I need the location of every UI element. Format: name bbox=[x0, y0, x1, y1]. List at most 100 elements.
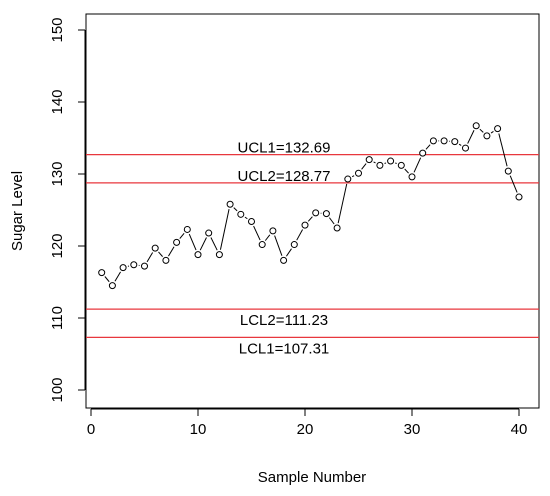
data-point bbox=[344, 175, 352, 183]
data-point bbox=[440, 137, 448, 145]
data-connector-line bbox=[264, 234, 271, 241]
data-point bbox=[472, 122, 480, 130]
data-point bbox=[215, 251, 223, 259]
data-connector-line bbox=[361, 163, 367, 170]
data-connector-line bbox=[233, 207, 238, 212]
data-connector-line bbox=[479, 128, 484, 133]
data-connector-line bbox=[104, 276, 110, 283]
data-connector-line bbox=[158, 251, 163, 257]
data-point bbox=[151, 244, 159, 252]
data-connector-line bbox=[337, 183, 348, 224]
data-connector-line bbox=[328, 217, 335, 225]
data-point bbox=[98, 269, 106, 277]
data-connector-line bbox=[253, 225, 261, 241]
data-connector-line bbox=[307, 216, 313, 222]
control-limit-labels: UCL1=132.69 UCL2=128.77 LCL2=111.23 LCL1=10… bbox=[238, 140, 331, 358]
x-axis-label: Sample Number bbox=[258, 469, 366, 486]
x-axis: 0 10 20 30 40 bbox=[87, 408, 528, 438]
data-point bbox=[205, 229, 213, 237]
data-point bbox=[301, 221, 309, 229]
plot-frame bbox=[85, 13, 540, 409]
data-connector-line bbox=[395, 162, 397, 164]
data-point bbox=[130, 261, 138, 269]
data-point bbox=[365, 156, 373, 164]
data-connector-line bbox=[179, 232, 185, 239]
data-connector-line bbox=[404, 168, 409, 174]
data-point bbox=[119, 264, 127, 272]
data-point bbox=[397, 161, 405, 169]
data-point bbox=[194, 251, 202, 259]
data-point bbox=[322, 210, 330, 218]
data-points bbox=[98, 122, 523, 290]
control-limit-lines bbox=[86, 153, 539, 339]
y-axis-tick-label: 120 bbox=[49, 233, 66, 258]
data-connector-line bbox=[219, 209, 230, 250]
data-point bbox=[237, 210, 245, 218]
data-connector-line bbox=[509, 175, 518, 193]
data-point bbox=[504, 167, 512, 175]
y-axis-label: Sugar Level bbox=[9, 171, 26, 251]
control-limit-label: UCL2=128.77 bbox=[238, 168, 331, 185]
data-point bbox=[429, 137, 437, 145]
data-point bbox=[483, 132, 491, 140]
y-axis: 100 110 120 130 140 150 bbox=[49, 17, 86, 403]
data-connector-line bbox=[384, 162, 387, 164]
data-connector-line bbox=[146, 252, 154, 263]
data-connector-line bbox=[168, 246, 175, 257]
x-axis-tick-label: 40 bbox=[511, 421, 528, 438]
data-point bbox=[108, 282, 116, 290]
data-point bbox=[419, 149, 427, 157]
data-connector-line bbox=[188, 233, 197, 251]
data-point bbox=[280, 256, 288, 264]
data-point bbox=[312, 209, 320, 217]
data-connector-line bbox=[413, 157, 422, 173]
data-connector-line bbox=[274, 235, 283, 256]
control-limit-label: LCL2=111.23 bbox=[240, 312, 328, 329]
x-axis-tick-label: 20 bbox=[297, 421, 314, 438]
data-point bbox=[162, 256, 170, 264]
data-point bbox=[290, 241, 298, 249]
data-connector-line bbox=[244, 216, 248, 220]
y-axis-tick-label: 100 bbox=[49, 377, 66, 402]
data-connector-lines bbox=[104, 128, 518, 283]
data-point bbox=[355, 169, 362, 177]
x-axis-tick-label: 30 bbox=[404, 421, 421, 438]
data-connector-line bbox=[373, 161, 376, 164]
y-axis-tick-label: 150 bbox=[49, 17, 66, 42]
y-axis-tick-label: 130 bbox=[49, 161, 66, 186]
data-connector-line bbox=[351, 175, 355, 178]
data-connector-line bbox=[114, 271, 121, 282]
x-axis-tick-label: 0 bbox=[87, 421, 95, 438]
data-connector-line bbox=[210, 237, 218, 251]
data-point bbox=[451, 138, 459, 146]
data-connector-line bbox=[458, 143, 462, 146]
y-axis-tick-label: 110 bbox=[49, 306, 66, 330]
data-point bbox=[141, 262, 148, 270]
data-point bbox=[258, 241, 266, 249]
data-point bbox=[494, 125, 502, 133]
data-point bbox=[248, 218, 255, 226]
control-limit-label: LCL1=107.31 bbox=[239, 340, 330, 357]
data-point bbox=[173, 238, 181, 246]
data-point bbox=[183, 225, 191, 233]
data-connector-line bbox=[467, 130, 475, 144]
data-point bbox=[269, 227, 277, 235]
x-axis-tick-label: 10 bbox=[190, 421, 207, 438]
data-connector-line bbox=[425, 144, 431, 150]
data-point bbox=[376, 161, 384, 169]
data-point bbox=[462, 144, 469, 152]
data-connector-line bbox=[199, 237, 207, 251]
data-point bbox=[333, 224, 341, 232]
data-point bbox=[387, 157, 395, 165]
data-connector-line bbox=[498, 133, 508, 167]
data-connector-line bbox=[490, 131, 494, 134]
y-axis-tick-label: 140 bbox=[49, 89, 66, 114]
data-point bbox=[226, 200, 234, 208]
data-point bbox=[408, 173, 416, 181]
control-limit-label: UCL1=132.69 bbox=[238, 140, 331, 157]
data-connector-line bbox=[285, 248, 292, 257]
data-point bbox=[515, 193, 523, 201]
data-connector-line bbox=[296, 229, 304, 241]
